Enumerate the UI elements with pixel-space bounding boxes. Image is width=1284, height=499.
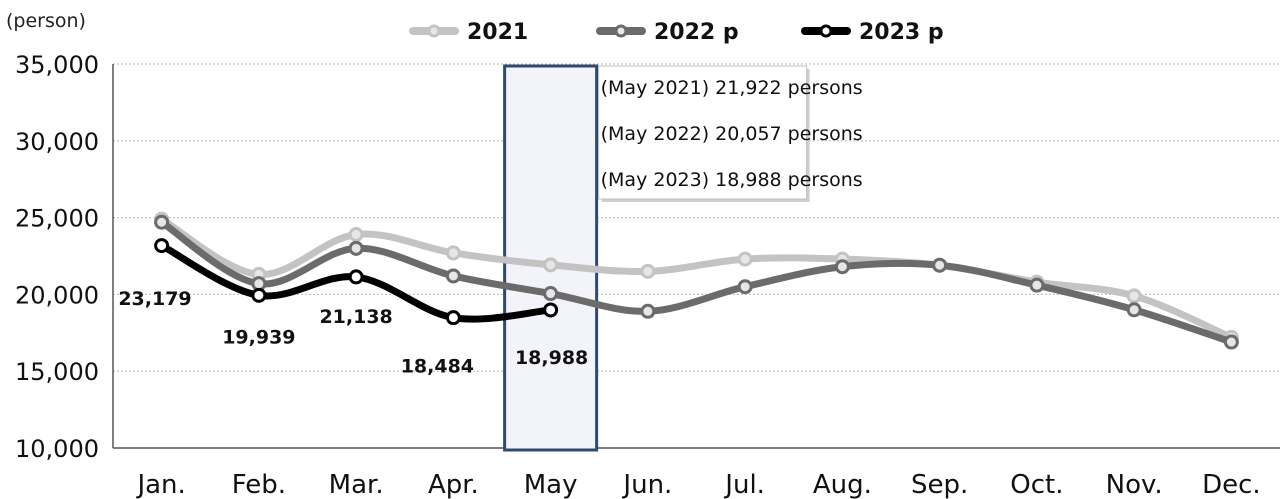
data-point: [834, 259, 850, 275]
data-point: [737, 251, 753, 267]
x-tick-label: Sep.: [911, 470, 968, 499]
data-point: [348, 226, 364, 242]
x-axis-ticks: Jan. Feb. Mar. Apr. May Jun. Jul. Aug. Sep. Oct. N…: [135, 470, 1260, 499]
data-point: [1223, 334, 1239, 350]
data-point: [932, 257, 948, 273]
data-point: [1029, 277, 1045, 293]
legend-marker: [819, 24, 833, 38]
y-tick-label: 10,000: [15, 435, 99, 463]
data-point: [640, 263, 656, 279]
annotation-line: (May 2023) 18,988 persons: [601, 169, 863, 191]
legend-label: 2023 p: [859, 20, 944, 45]
series-2022-p: [154, 214, 1239, 350]
data-label: 19,939: [222, 326, 295, 348]
legend-item-2021: 2021: [409, 20, 528, 45]
data-point: [543, 257, 559, 273]
series-2021: [154, 211, 1239, 345]
x-tick-label: Feb.: [232, 470, 286, 499]
x-tick-label: Oct.: [1010, 470, 1063, 499]
data-point: [737, 279, 753, 295]
annotation-line: (May 2021) 21,922 persons: [601, 77, 863, 99]
data-label: 18,988: [515, 347, 588, 369]
x-tick-label: Apr.: [428, 470, 479, 499]
data-point: [445, 268, 461, 284]
legend: 2021 2022 p 2023 p: [409, 20, 944, 45]
data-point: [348, 269, 364, 285]
y-axis-unit-label: (person): [6, 10, 86, 32]
data-point: [154, 238, 170, 254]
data-point: [1126, 288, 1142, 304]
annotation-panel: [598, 65, 808, 200]
legend-marker: [427, 24, 441, 38]
legend-item-2022-p: 2022 p: [596, 20, 739, 45]
y-tick-label: 15,000: [15, 358, 99, 386]
legend-marker: [614, 24, 628, 38]
data-point: [1126, 302, 1142, 318]
x-tick-label: Mar.: [329, 470, 384, 499]
x-tick-label: Aug.: [813, 470, 872, 499]
series-2023-p: [154, 238, 559, 326]
y-axis-ticks: 10,000 15,000 20,000 25,000 30,000 35,000: [15, 51, 99, 463]
y-tick-label: 20,000: [15, 281, 99, 309]
x-tick-label: Jul.: [723, 470, 765, 499]
x-tick-label: Dec.: [1202, 470, 1261, 499]
x-tick-label: Nov.: [1106, 470, 1163, 499]
y-tick-label: 30,000: [15, 128, 99, 156]
series-line: [158, 215, 1235, 341]
data-point: [445, 245, 461, 261]
legend-label: 2021: [467, 20, 528, 45]
legend-item-2023-p: 2023 p: [801, 20, 944, 45]
data-point: [154, 214, 170, 230]
y-tick-label: 25,000: [15, 205, 99, 233]
data-labels: 23,179 19,939 21,138 18,484 18,988: [118, 288, 588, 378]
y-tick-label: 35,000: [15, 51, 99, 79]
legend-label: 2022 p: [654, 20, 739, 45]
data-point: [543, 302, 559, 318]
data-point: [640, 303, 656, 319]
data-point: [251, 287, 267, 303]
data-label: 23,179: [118, 288, 191, 310]
x-tick-label: Jan.: [135, 470, 185, 499]
data-point: [348, 240, 364, 256]
data-point: [445, 310, 461, 326]
annotation-box: (May 2021) 21,922 persons (May 2022) 20,0…: [598, 65, 863, 202]
data-label: 21,138: [319, 306, 392, 328]
x-tick-label: Jun.: [621, 470, 672, 499]
series-line: [158, 218, 1235, 346]
annotation-line: (May 2022) 20,057 persons: [601, 123, 863, 145]
data-label: 18,484: [401, 356, 474, 378]
x-tick-label: May: [524, 470, 578, 499]
data-point: [543, 286, 559, 302]
series-lines: [154, 211, 1239, 350]
